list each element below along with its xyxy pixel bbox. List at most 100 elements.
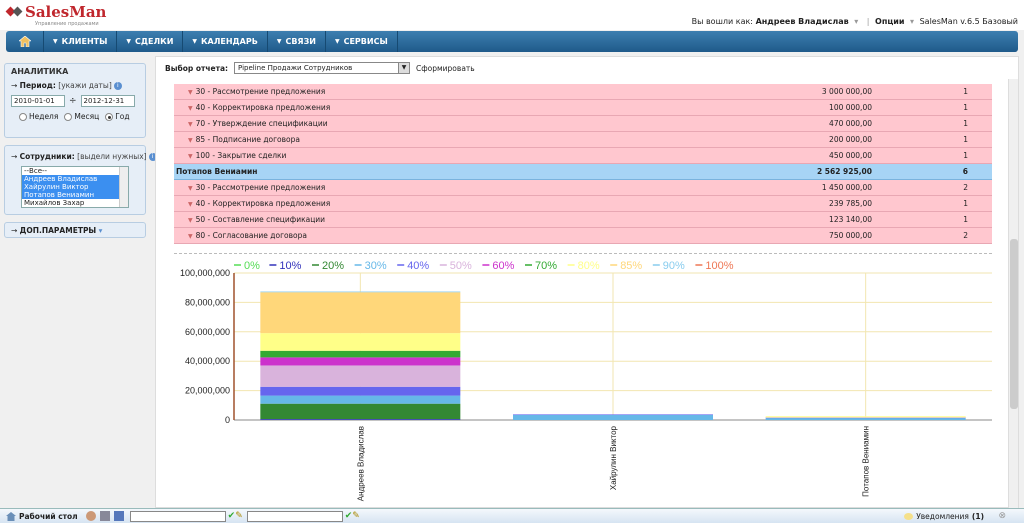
y-tick-label: 80,000,000	[185, 297, 230, 307]
employee-option[interactable]: Михайлов Захар	[24, 199, 85, 207]
broom-icon[interactable]: ✎	[352, 511, 360, 521]
scrollbar-thumb[interactable]	[1010, 239, 1018, 409]
home-button[interactable]	[6, 31, 44, 52]
caret-down-icon[interactable]: ▼	[188, 137, 193, 144]
logo-mark-icon	[6, 4, 22, 20]
table-row[interactable]: ▼ 100 - Закрытие сделки 450 000,00 1	[174, 148, 992, 164]
save-icon[interactable]	[113, 511, 124, 521]
bottom-bar: Рабочий стол ✔ ✎ ✔ ✎ Уведомления (1) ⊗	[0, 508, 1024, 523]
legend-label: 100%	[705, 260, 733, 272]
caret-down-icon[interactable]: ▾	[910, 17, 915, 26]
vertical-scrollbar[interactable]	[1008, 79, 1018, 509]
tools-icon[interactable]	[99, 511, 110, 521]
radio-week-label: Неделя	[29, 112, 59, 121]
employee-option[interactable]: Андреев Владислав	[22, 175, 128, 183]
app-logo[interactable]: SalesMan Управление продажами	[6, 4, 106, 28]
caret-down-icon[interactable]: ▼	[188, 105, 193, 112]
user-name[interactable]: Андреев Владислав	[755, 17, 849, 26]
radio-week[interactable]: Неделя	[19, 112, 58, 121]
caret-down-icon: ▾	[98, 226, 103, 235]
nav-links[interactable]: ▼ СВЯЗИ	[268, 31, 326, 52]
dropdown-arrow-icon[interactable]: ▼	[398, 63, 410, 73]
version-label: SalesMan v.6.5 Базовый	[919, 17, 1018, 26]
close-icon[interactable]: ⊗	[998, 511, 1006, 521]
quick-input-2[interactable]	[246, 510, 343, 522]
legend-label: 40%	[407, 260, 429, 272]
radio-year[interactable]: Год	[105, 112, 130, 121]
info-icon[interactable]: i	[148, 153, 157, 161]
radio-month[interactable]: Месяц	[64, 112, 99, 121]
desktop-button[interactable]: Рабочий стол	[0, 511, 84, 521]
table-row[interactable]: ▼ 30 - Рассмотрение предложения 1 450 000,…	[174, 180, 992, 196]
home-icon	[6, 511, 16, 521]
row-stage-text: 70 - Утверждение спецификации	[195, 119, 328, 128]
radio-icon[interactable]	[64, 112, 73, 121]
caret-down-icon[interactable]: ▼	[188, 153, 193, 160]
info-icon[interactable]: i	[113, 82, 122, 90]
caret-down-icon[interactable]: ▼	[188, 217, 193, 224]
extra-params-panel[interactable]: → ДОП.ПАРАМЕТРЫ ▾	[4, 222, 146, 238]
row-stage-text: 30 - Рассмотрение предложения	[195, 87, 326, 96]
radio-icon[interactable]	[19, 112, 27, 121]
table-row[interactable]: ▼ 80 - Согласование договора 750 000,00 2	[174, 228, 992, 244]
nav-deals[interactable]: ▼ СДЕЛКИ	[117, 31, 184, 52]
bar-segment	[260, 291, 461, 293]
row-sum: 470 000,00	[829, 119, 872, 128]
legend-label: 90%	[663, 260, 685, 272]
nav-calendar[interactable]: ▼ КАЛЕНДАРЬ	[183, 31, 268, 52]
main-nav: ▼ КЛИЕНТЫ ▼ СДЕЛКИ ▼ КАЛЕНДАРЬ ▼ СВЯЗИ ▼ СЕРВ…	[6, 31, 1018, 52]
extra-params-row[interactable]: → ДОП.ПАРАМЕТРЫ ▾	[11, 226, 103, 235]
analytics-title: АНАЛИТИКА	[11, 67, 69, 76]
row-stage-text: 100 - Закрытие сделки	[195, 151, 287, 160]
period-radios: Неделя Месяц Год	[5, 110, 145, 125]
nav-label: КАЛЕНДАРЬ	[201, 37, 258, 46]
date-to-input[interactable]: 2012-12-31	[80, 95, 135, 107]
row-stage: ▼ 50 - Составление спецификации	[188, 215, 325, 224]
table-row[interactable]: ▼ 70 - Утверждение спецификации 470 000,00…	[174, 116, 992, 132]
check-icon[interactable]: ✔	[344, 511, 353, 521]
quick-input-1[interactable]	[129, 510, 226, 522]
table-row[interactable]: ▼ 50 - Составление спецификации 123 140,00…	[174, 212, 992, 228]
row-count: 6	[962, 167, 968, 176]
desktop-label: Рабочий стол	[19, 511, 78, 521]
caret-down-icon[interactable]: ▼	[188, 201, 193, 208]
table-group-row[interactable]: Потапов Вениамин 2 562 925,00 6	[174, 164, 992, 180]
caret-down-icon[interactable]: ▼	[188, 89, 193, 96]
user-icon[interactable]	[85, 511, 96, 521]
legend-label: 10%	[279, 260, 301, 272]
caret-down-icon[interactable]: ▾	[854, 17, 859, 26]
employee-option[interactable]: --Все--	[24, 167, 48, 175]
caret-down-icon[interactable]: ▼	[188, 121, 193, 128]
check-icon[interactable]: ✔	[227, 511, 236, 521]
notifications-button[interactable]: Уведомления (1)	[904, 512, 984, 521]
row-sum: 200 000,00	[829, 135, 872, 144]
radio-selected-icon[interactable]	[105, 112, 114, 121]
row-count: 1	[963, 215, 968, 224]
employees-listbox[interactable]: --Все-- Андреев Владислав Хайрулин Викто…	[21, 166, 129, 208]
caret-down-icon[interactable]: ▼	[188, 185, 193, 192]
nav-services[interactable]: ▼ СЕРВИСЫ	[326, 31, 398, 52]
row-count: 1	[963, 135, 968, 144]
row-stage: ▼ 80 - Согласование договора	[188, 231, 307, 240]
table-row[interactable]: ▼ 30 - Рассмотрение предложения 3 000 000,…	[174, 84, 992, 100]
notifications-count: (1)	[971, 511, 984, 521]
report-select[interactable]: Pipeline Продажи Сотрудников ▼	[234, 62, 411, 74]
date-from-input[interactable]: 2010-01-01	[11, 95, 65, 107]
employee-option[interactable]: Хайрулин Виктор	[22, 183, 128, 191]
build-report-button[interactable]: Сформировать	[416, 63, 475, 73]
table-row[interactable]: ▼ 40 - Корректировка предложения 239 785,0…	[174, 196, 992, 212]
options-link[interactable]: Опции	[875, 17, 905, 26]
report-selected: Pipeline Продажи Сотрудников	[238, 64, 353, 72]
bar-segment	[260, 386, 461, 396]
nav-clients[interactable]: ▼ КЛИЕНТЫ	[44, 31, 118, 52]
analytics-panel: АНАЛИТИКА → Период: [укажи даты] i 2010-0…	[4, 63, 146, 138]
table-row[interactable]: ▼ 40 - Корректировка предложения 100 000,0…	[174, 100, 992, 116]
broom-icon[interactable]: ✎	[235, 511, 243, 521]
employee-option[interactable]: Потапов Вениамин	[22, 191, 128, 199]
employees-label: Сотрудники:	[19, 152, 75, 161]
row-count: 2	[963, 183, 968, 192]
caret-down-icon[interactable]: ▼	[188, 233, 193, 240]
report-area: Выбор отчета: Pipeline Продажи Сотрудник…	[155, 56, 1019, 509]
listbox-scrollbar[interactable]	[119, 167, 128, 207]
table-row[interactable]: ▼ 85 - Подписание договора 200 000,00 1	[174, 132, 992, 148]
